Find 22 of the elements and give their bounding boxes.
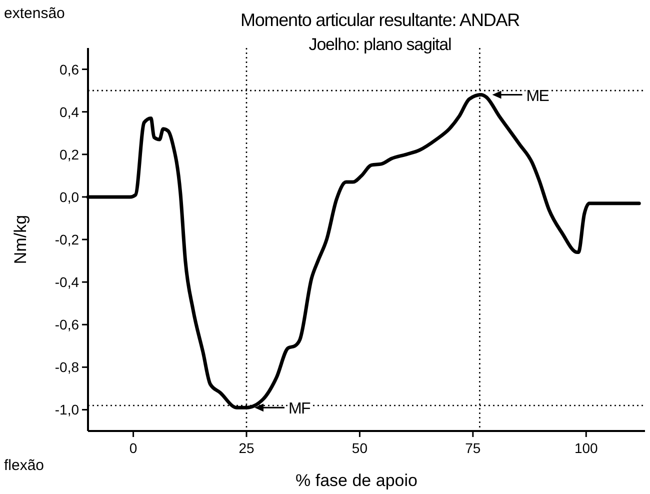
- y-tick-label: -0,4: [54, 274, 80, 290]
- y-tick-label: -0,2: [54, 232, 80, 248]
- y-tick-label: 0,0: [60, 188, 80, 205]
- y-tick-label: -0,8: [54, 359, 80, 376]
- y-tick-label: -1,0: [54, 402, 80, 418]
- x-tick-label: 50: [352, 440, 368, 456]
- x-tick-label: 75: [465, 440, 481, 456]
- chart-title: Momento articular resultante: ANDAR: [240, 10, 520, 30]
- x-axis-title: % fase de apoio: [296, 471, 418, 490]
- annotation: MF: [288, 400, 312, 418]
- annotation: ME: [526, 88, 549, 105]
- text: flexão: [4, 457, 44, 474]
- x-tick-label: 100: [574, 440, 598, 456]
- text: extensão: [4, 5, 65, 22]
- y-tick-label: 0,4: [60, 104, 80, 120]
- y-tick-label: -0,6: [54, 316, 80, 333]
- y-axis-title: Nm/kg: [11, 214, 30, 264]
- y-tick-label: 0,2: [60, 146, 80, 162]
- x-tick-label: 0: [129, 440, 138, 456]
- x-tick-label: 25: [238, 440, 254, 456]
- chart-subtitle: Joelho: plano sagital: [308, 35, 452, 54]
- y-tick-label: 0,6: [60, 61, 80, 78]
